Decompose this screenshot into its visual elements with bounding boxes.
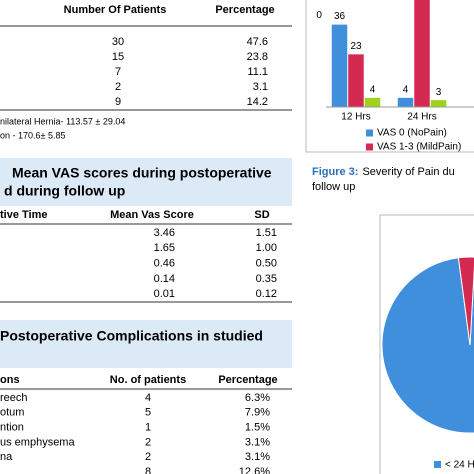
cell: otum <box>0 407 24 419</box>
data-label: 36 <box>334 11 346 22</box>
cell: 3.1% <box>245 451 270 463</box>
cell: 12.6% <box>239 466 270 474</box>
column-header: Percentage <box>218 374 277 386</box>
cell: 3.1 <box>253 81 268 93</box>
legend-swatch <box>366 143 373 151</box>
legend-swatch <box>434 461 441 468</box>
data-label: 3 <box>436 87 442 98</box>
cell: 30 <box>112 36 124 48</box>
cell: 15 <box>112 51 124 63</box>
column-header: SD <box>254 209 269 221</box>
cell: 3.46 <box>154 227 175 239</box>
column-header: Number Of Patients <box>64 4 167 16</box>
note: nilateral Hernia- 113.57 ± 29.04 <box>0 116 125 126</box>
figure-frame <box>379 214 474 474</box>
cell: 2 <box>115 81 121 93</box>
cell: 0.12 <box>256 288 277 300</box>
cell: 14.2 <box>247 96 268 108</box>
cell: 1.5% <box>245 422 270 434</box>
bar <box>331 24 348 108</box>
cell: 5 <box>145 407 151 419</box>
cell: us emphysema <box>0 436 75 448</box>
cell: 1 <box>145 422 151 434</box>
bar <box>348 54 364 107</box>
column-header: tive Time <box>0 209 48 221</box>
cell: 0.35 <box>256 273 277 285</box>
bar <box>430 100 447 107</box>
cell: 0.50 <box>256 258 277 270</box>
bar-chart: 40362344523 <box>311 0 447 108</box>
cell: 6.3% <box>245 392 270 404</box>
figure-frame <box>305 0 474 153</box>
caption-label: Figure 3: <box>312 166 358 178</box>
legend-label: < 24 H <box>445 460 474 471</box>
data-label: 23 <box>350 41 362 52</box>
x-tick-label: 24 Hrs <box>407 112 436 123</box>
cell: 0.14 <box>154 273 175 285</box>
title-band <box>0 158 292 206</box>
cell: 0.01 <box>154 288 175 300</box>
bar <box>397 97 414 107</box>
cell: 11.1 <box>247 66 268 78</box>
cell: na <box>0 451 13 463</box>
bar <box>414 0 430 108</box>
note: on - 170.6± 5.85 <box>0 130 66 140</box>
figure-caption: Figure 3: Severity of Pain du <box>312 166 455 178</box>
column-header: No. of patients <box>110 374 186 386</box>
cell: ntion <box>0 422 24 434</box>
cell: 8 <box>145 466 151 474</box>
data-label: 4 <box>403 84 409 95</box>
table-title: Postoperative Complications in studied <box>0 328 263 344</box>
legend-label: VAS 0 (NoPain) <box>377 128 447 139</box>
data-label: 4 <box>370 84 376 95</box>
table-title: Mean VAS scores during postoperative <box>12 165 272 181</box>
caption-text: Severity of Pain du <box>362 166 454 178</box>
cell: 1.00 <box>256 242 277 254</box>
cell: 47.6 <box>247 36 268 48</box>
pie-slice <box>457 256 474 346</box>
pie-slice <box>381 257 474 434</box>
bar <box>364 97 381 107</box>
legend-swatch <box>366 129 373 137</box>
figure-caption: follow up <box>312 181 355 193</box>
table-title: d during follow up <box>4 183 125 199</box>
y-tick-label: 40 <box>311 10 323 21</box>
cell: 2 <box>145 451 151 463</box>
column-header: ons <box>0 374 20 386</box>
x-tick-label: 12 Hrs <box>341 112 370 123</box>
cell: 7 <box>115 66 121 78</box>
cell: 1.51 <box>256 227 277 239</box>
cell: 9 <box>115 96 121 108</box>
column-header: Mean Vas Score <box>110 209 194 221</box>
legend-label: VAS 1-3 (MildPain) <box>377 142 461 153</box>
cell: 0.46 <box>154 258 175 270</box>
cell: 1.65 <box>154 242 175 254</box>
cell: 7.9% <box>245 407 270 419</box>
cell: 4 <box>145 392 151 404</box>
column-header: Percentage <box>215 4 274 16</box>
cell: 3.1% <box>245 436 270 448</box>
cell: reech <box>0 392 28 404</box>
cell: 2 <box>145 436 151 448</box>
cell: 23.8 <box>247 51 268 63</box>
title-band <box>0 320 292 368</box>
